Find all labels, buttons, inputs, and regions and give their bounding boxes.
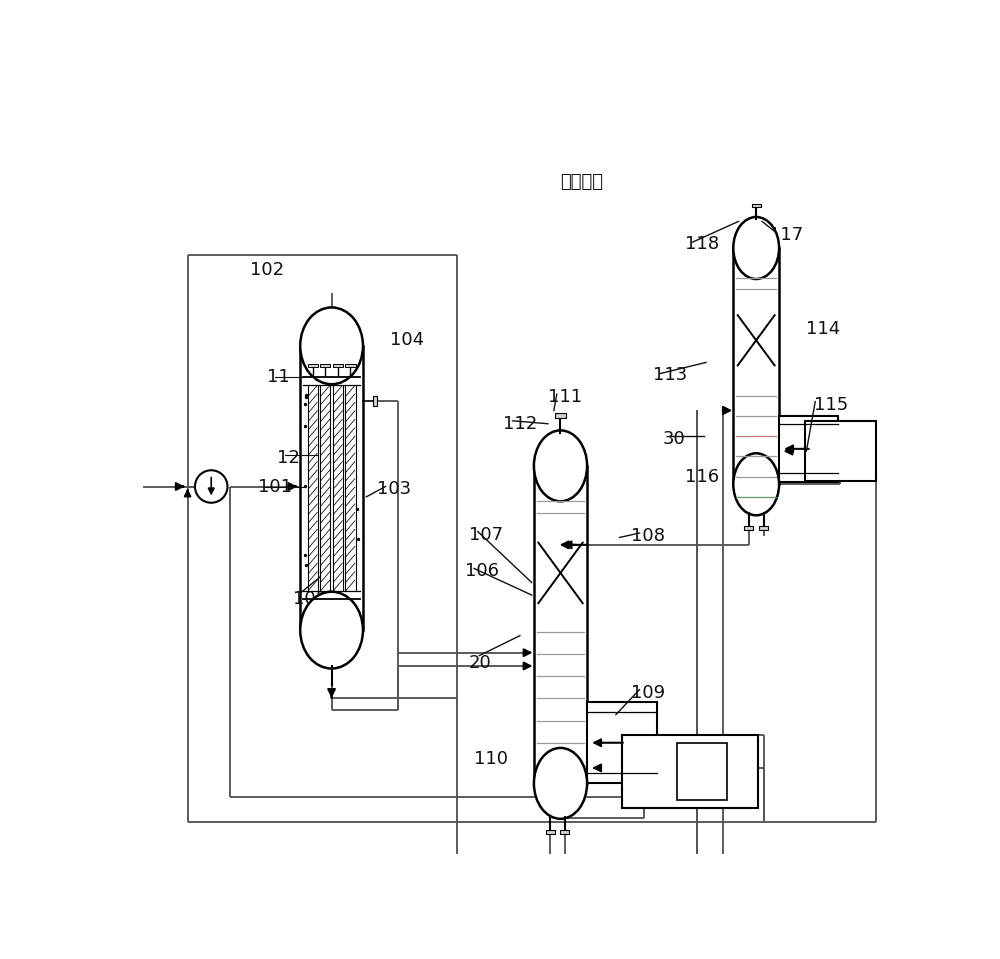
Text: 107: 107: [469, 526, 503, 544]
Ellipse shape: [733, 454, 779, 515]
Text: 114: 114: [806, 320, 841, 339]
Text: 105: 105: [293, 590, 327, 608]
Bar: [300, 346, 363, 630]
Text: 116: 116: [685, 468, 719, 486]
Bar: [759, 526, 768, 530]
Text: 11: 11: [267, 368, 289, 386]
Text: 12: 12: [277, 450, 300, 467]
Bar: [333, 363, 343, 367]
Bar: [779, 415, 838, 482]
Bar: [345, 363, 356, 367]
Text: 109: 109: [631, 684, 665, 702]
Bar: [560, 830, 569, 833]
Bar: [534, 466, 587, 784]
Text: 117: 117: [769, 225, 803, 244]
Bar: [308, 363, 318, 367]
Ellipse shape: [300, 592, 363, 668]
Ellipse shape: [733, 217, 779, 279]
Bar: [677, 743, 727, 801]
Text: 106: 106: [465, 562, 499, 580]
Text: 115: 115: [814, 395, 848, 413]
Text: 118: 118: [685, 235, 719, 253]
Bar: [622, 736, 758, 807]
Ellipse shape: [300, 308, 363, 385]
Bar: [805, 421, 876, 481]
Text: 112: 112: [503, 414, 537, 433]
Text: 30: 30: [663, 430, 686, 448]
Bar: [555, 413, 566, 418]
Text: 104: 104: [390, 331, 424, 349]
Bar: [373, 396, 377, 407]
Bar: [752, 203, 761, 207]
Bar: [744, 526, 753, 530]
Text: 20: 20: [468, 654, 491, 672]
Text: 101: 101: [258, 478, 292, 496]
Bar: [546, 830, 555, 833]
Text: 111: 111: [548, 388, 582, 407]
Bar: [320, 363, 330, 367]
Text: 108: 108: [631, 527, 665, 545]
Circle shape: [195, 470, 227, 503]
Text: 113: 113: [653, 366, 687, 384]
Text: 103: 103: [377, 480, 411, 499]
Ellipse shape: [534, 431, 587, 502]
Bar: [733, 248, 779, 484]
Text: 102: 102: [250, 261, 284, 279]
Text: 反应产物: 反应产物: [560, 173, 603, 191]
Text: 110: 110: [474, 750, 508, 768]
Bar: [587, 702, 657, 784]
Ellipse shape: [534, 748, 587, 819]
